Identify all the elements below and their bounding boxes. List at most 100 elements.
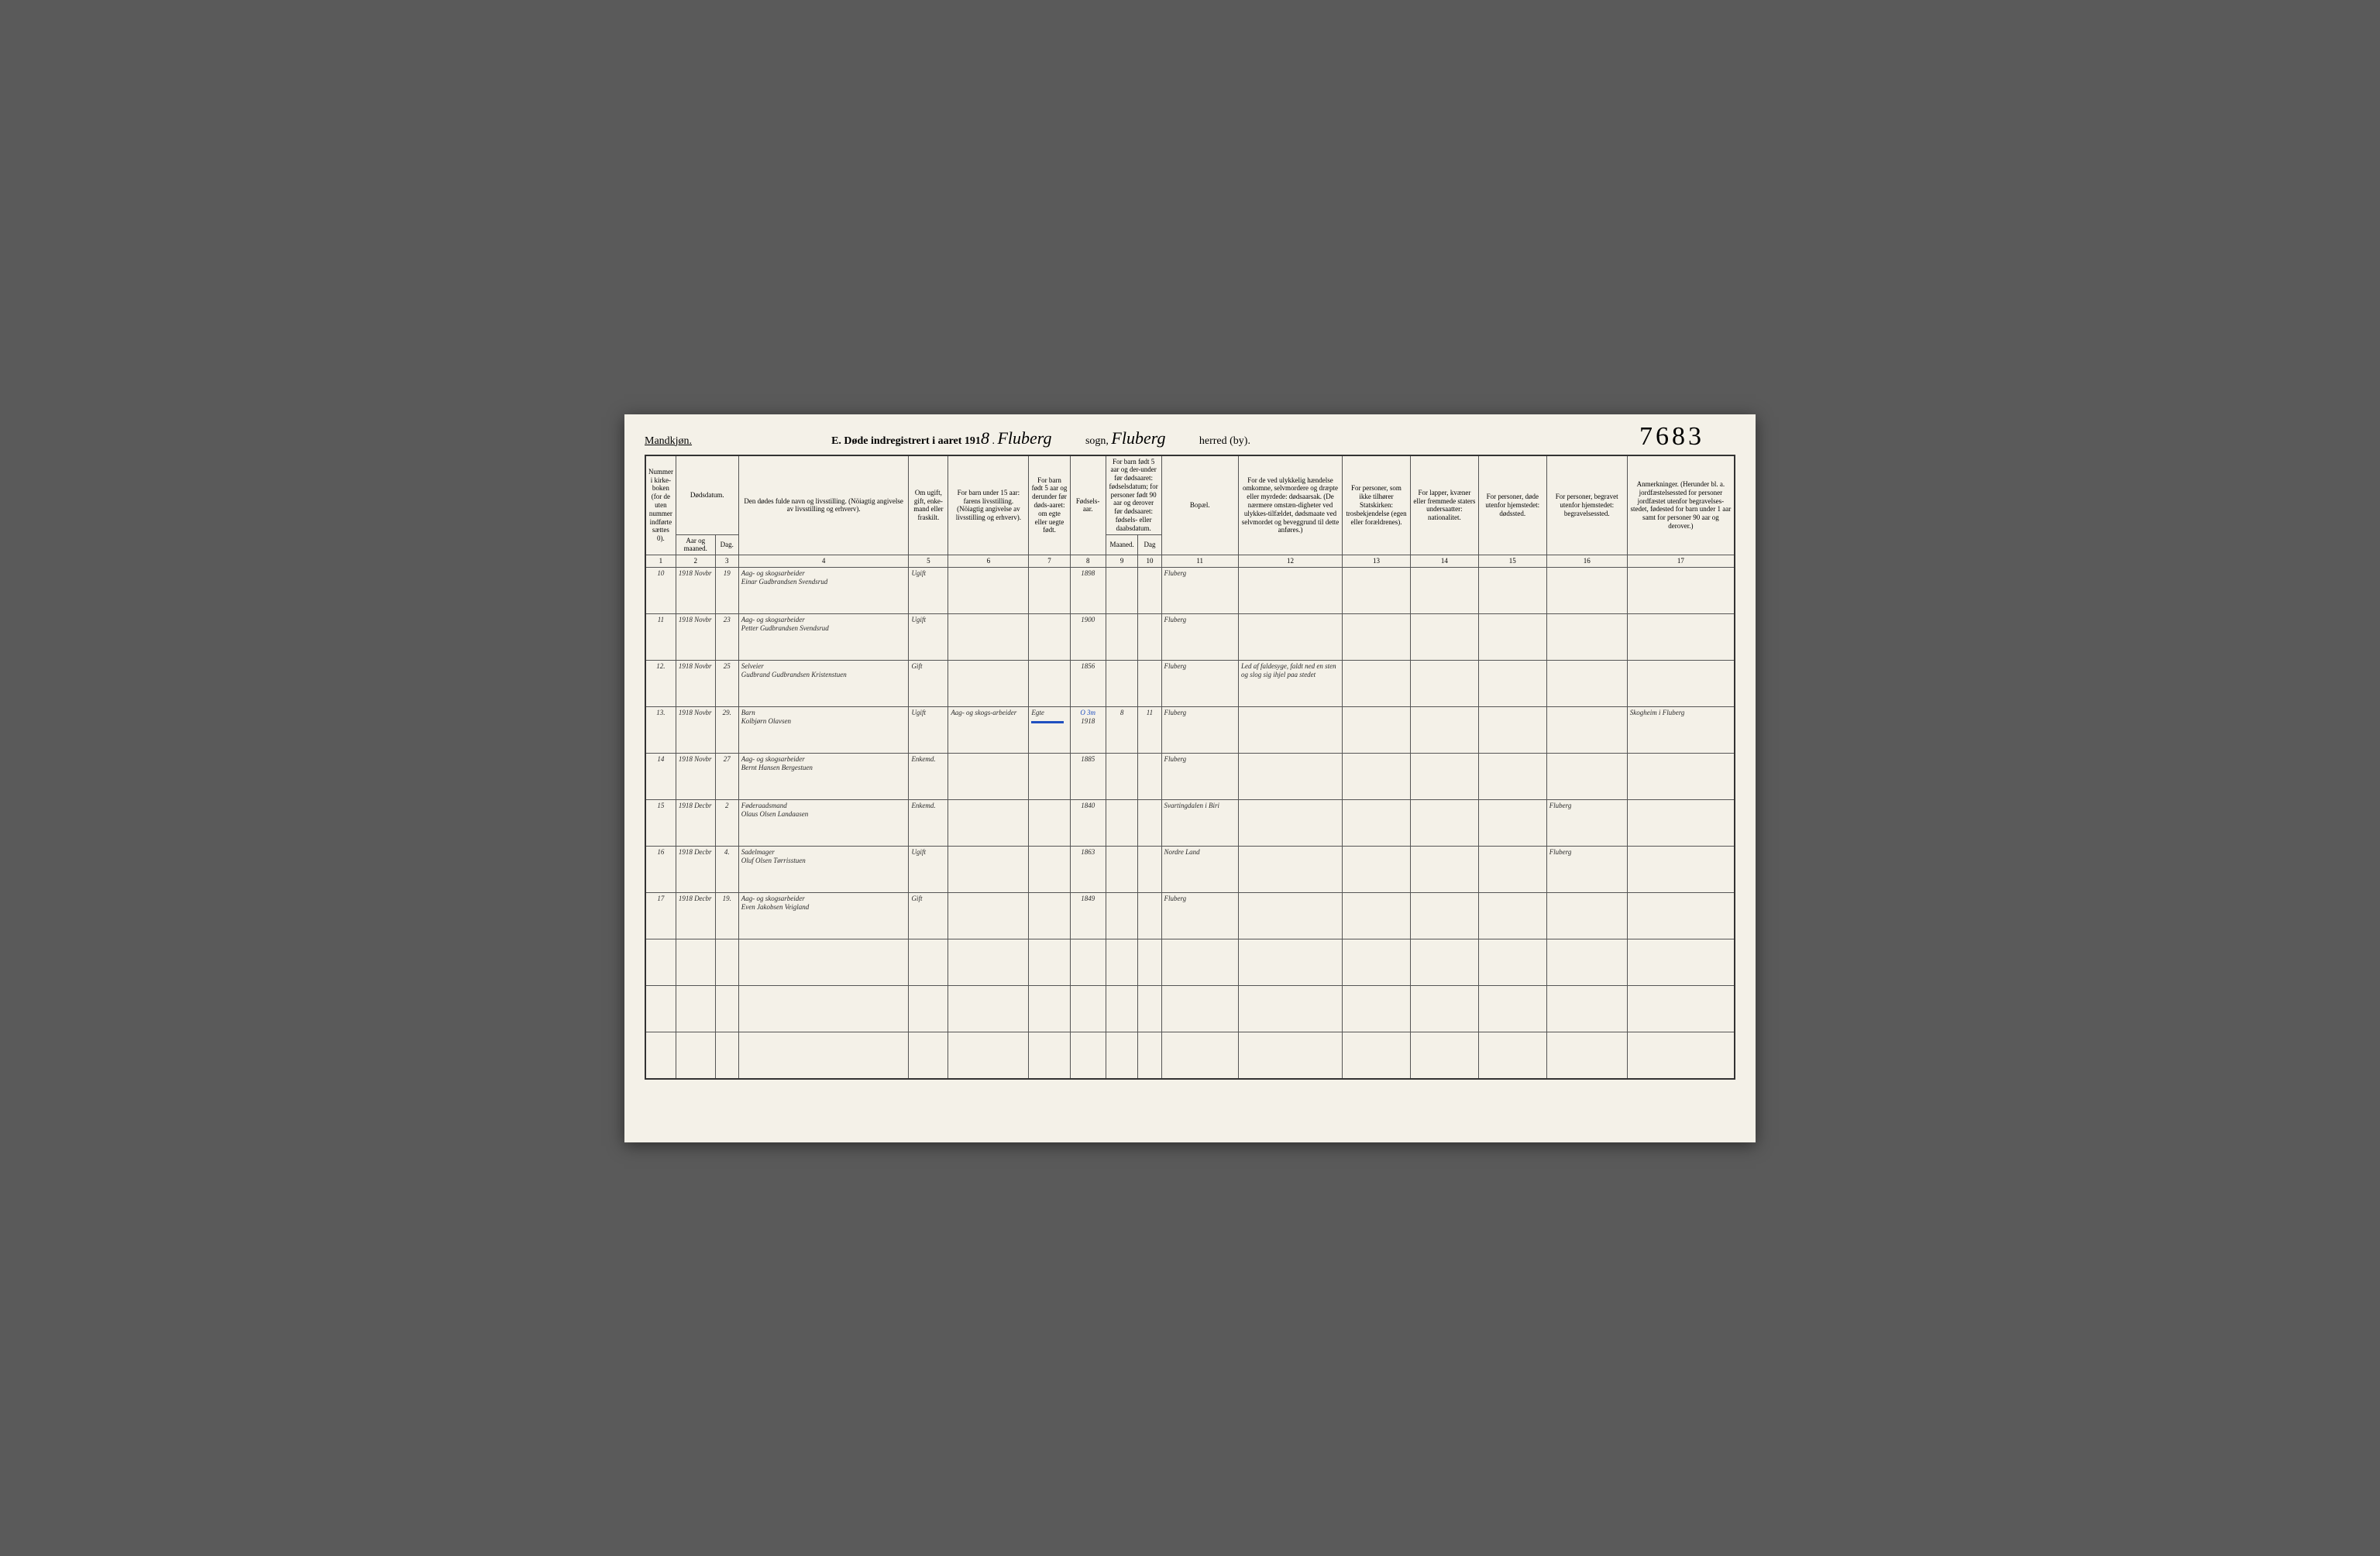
- cell: 1840: [1070, 800, 1106, 847]
- cell: SadelmagerOluf Olsen Tørrisstuen: [738, 847, 909, 893]
- cell: [1627, 614, 1735, 661]
- cell: [1410, 568, 1478, 614]
- cell: Nordre Land: [1161, 847, 1238, 893]
- cell: [1627, 847, 1735, 893]
- cell: Gift: [909, 661, 948, 707]
- cell: [1029, 661, 1070, 707]
- cell: O 3m1918: [1070, 707, 1106, 754]
- cell: [1478, 614, 1546, 661]
- cell: 1885: [1070, 754, 1106, 800]
- cell: [1410, 800, 1478, 847]
- column-number: 16: [1546, 555, 1627, 568]
- cell: [1546, 614, 1627, 661]
- cell: 19.: [715, 893, 738, 939]
- parish-name: Fluberg: [997, 428, 1082, 448]
- cell: [1138, 754, 1161, 800]
- cell: [948, 847, 1029, 893]
- cell: Aag- og skogsarbeiderBernt Hansen Berges…: [738, 754, 909, 800]
- column-number: 8: [1070, 555, 1106, 568]
- col-header: For de ved ulykkelig hændelse omkomne, s…: [1238, 455, 1342, 555]
- cell: Fluberg: [1161, 754, 1238, 800]
- cell: [948, 568, 1029, 614]
- cell: [1106, 847, 1138, 893]
- column-number: 4: [738, 555, 909, 568]
- cell: Enkemd.: [909, 754, 948, 800]
- column-number: 13: [1343, 555, 1411, 568]
- cell: 8: [1106, 707, 1138, 754]
- col-header: Fødsels-aar.: [1070, 455, 1106, 555]
- col-subheader: Aar og maaned.: [676, 534, 715, 555]
- cell: Aag- og skogsarbeiderEven Jakobsen Veigl…: [738, 893, 909, 939]
- cell: [1029, 754, 1070, 800]
- gender-label: Mandkjøn.: [645, 435, 692, 448]
- cell: [1546, 893, 1627, 939]
- table-row: 141918 Novbr27Aag- og skogsarbeiderBernt…: [645, 754, 1735, 800]
- cell: 23: [715, 614, 738, 661]
- col-header: For personer, døde utenfor hjemstedet: d…: [1478, 455, 1546, 555]
- cell: [1343, 847, 1411, 893]
- cell: [1238, 893, 1342, 939]
- col-subheader: Dag.: [715, 534, 738, 555]
- table-row: 111918 Novbr23Aag- og skogsarbeiderPette…: [645, 614, 1735, 661]
- header-line: Mandkjøn. E. Døde indregistrert i aaret …: [645, 428, 1735, 448]
- cell: [1343, 568, 1411, 614]
- table-row: 13.1918 Novbr29.BarnKolbjørn OlavsenUgif…: [645, 707, 1735, 754]
- cell: [1106, 893, 1138, 939]
- column-number: 10: [1138, 555, 1161, 568]
- cell: [1106, 568, 1138, 614]
- cell: Ugift: [909, 614, 948, 661]
- cell: [1138, 661, 1161, 707]
- cell: Aag- og skogs-arbeider: [948, 707, 1029, 754]
- cell: [1627, 893, 1735, 939]
- table-row: 161918 Decbr4.SadelmagerOluf Olsen Tørri…: [645, 847, 1735, 893]
- cell: [1343, 614, 1411, 661]
- cell: 11: [645, 614, 676, 661]
- cell: [1029, 800, 1070, 847]
- cell: [1478, 893, 1546, 939]
- cell: 1898: [1070, 568, 1106, 614]
- cell: 1918 Novbr: [676, 661, 715, 707]
- empty-row: [645, 939, 1735, 986]
- column-number: 17: [1627, 555, 1735, 568]
- cell: [1106, 754, 1138, 800]
- table-body: 101918 Novbr19Aag- og skogsarbeiderEinar…: [645, 568, 1735, 1079]
- column-number: 5: [909, 555, 948, 568]
- cell: Fluberg: [1161, 568, 1238, 614]
- cell: [1343, 707, 1411, 754]
- cell: SelveierGudbrand Gudbrandsen Kristenstue…: [738, 661, 909, 707]
- cell: [1546, 568, 1627, 614]
- cell: [1478, 707, 1546, 754]
- cell: 27: [715, 754, 738, 800]
- cell: [1478, 754, 1546, 800]
- column-number: 9: [1106, 555, 1138, 568]
- cell: 14: [645, 754, 676, 800]
- col-header: For lapper, kvæner eller fremmede stater…: [1410, 455, 1478, 555]
- cell: [948, 661, 1029, 707]
- cell: [1106, 661, 1138, 707]
- cell: 1918 Novbr: [676, 614, 715, 661]
- blue-annotation: O 3m: [1073, 709, 1103, 717]
- cell: Fluberg: [1546, 800, 1627, 847]
- cell: [1343, 893, 1411, 939]
- cell: [1478, 800, 1546, 847]
- cell: 2: [715, 800, 738, 847]
- cell: [1478, 847, 1546, 893]
- empty-row: [645, 986, 1735, 1032]
- cell: 1856: [1070, 661, 1106, 707]
- cell: 1918 Novbr: [676, 568, 715, 614]
- cell: 13.: [645, 707, 676, 754]
- cell: [1410, 707, 1478, 754]
- cell: 16: [645, 847, 676, 893]
- column-number: 14: [1410, 555, 1478, 568]
- cell: [1029, 614, 1070, 661]
- cell: [1343, 800, 1411, 847]
- cell: Ugift: [909, 847, 948, 893]
- table-row: 101918 Novbr19Aag- og skogsarbeiderEinar…: [645, 568, 1735, 614]
- cell: [1029, 568, 1070, 614]
- col-header: Anmerkninger. (Herunder bl. a. jordfæste…: [1627, 455, 1735, 555]
- cell: 17: [645, 893, 676, 939]
- cell: [1478, 661, 1546, 707]
- cell: 11: [1138, 707, 1161, 754]
- cell: [1238, 847, 1342, 893]
- cell: [1546, 754, 1627, 800]
